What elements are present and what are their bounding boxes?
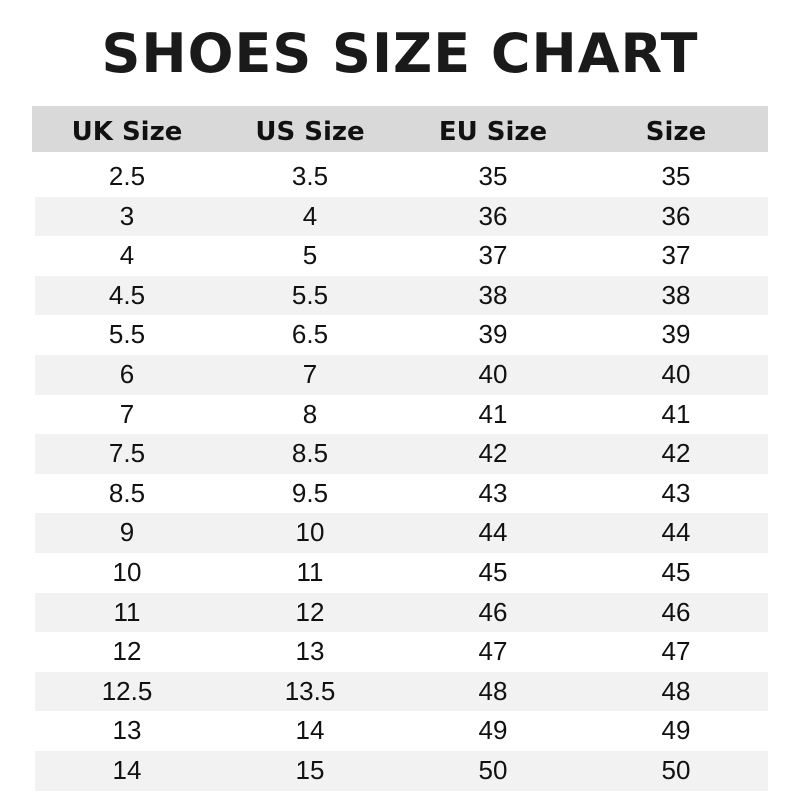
table-cell: 11 — [296, 557, 324, 587]
table-cell: 9 — [119, 517, 135, 548]
table-cell: 50 — [661, 755, 691, 785]
table-header: UK Size US Size EU Size Size — [32, 106, 768, 152]
table-row: 5.5 6.5 39 39 — [35, 315, 768, 355]
table-row: 6 7 40 40 — [35, 355, 768, 395]
table-cell: 4 — [302, 200, 318, 231]
table-cell: 36 — [478, 200, 508, 231]
table-cell: 37 — [661, 240, 691, 271]
table-row: 12 13 47 47 — [35, 632, 768, 672]
table-cell: 14 — [112, 755, 142, 785]
table-cell: 48 — [661, 675, 691, 706]
table-cell: 47 — [478, 636, 508, 667]
table-cell: 44 — [478, 517, 508, 548]
table-cell: 14 — [295, 715, 325, 746]
table-row: 13 14 49 49 — [35, 711, 768, 751]
table-cell: 38 — [661, 279, 691, 310]
table-cell: 46 — [478, 596, 508, 627]
table-row: 11 12 46 46 — [35, 592, 768, 633]
table-cell: 48 — [478, 675, 508, 706]
table-cell: 44 — [661, 517, 691, 548]
table-cell: 36 — [661, 200, 691, 231]
table-cell: 4 — [119, 240, 135, 271]
table-cell: 50 — [478, 755, 508, 785]
table-cell: 35 — [478, 161, 508, 191]
table-row: 3 4 36 36 — [35, 196, 768, 237]
table-cell: 5 — [302, 240, 318, 271]
table-cell: 12 — [112, 636, 142, 667]
table-row: 4.5 5.5 38 38 — [35, 275, 768, 316]
table-row: 2.5 3.5 35 35 — [35, 157, 768, 197]
table-cell: 3.5 — [291, 161, 329, 191]
table-cell: 7 — [302, 359, 318, 389]
table-cell: 42 — [478, 438, 508, 469]
column-header: Size — [645, 117, 707, 147]
table-cell: 8.5 — [291, 438, 329, 469]
table-cell: 38 — [478, 279, 508, 310]
table-cell: 10 — [295, 517, 325, 548]
table-cell: 8 — [302, 398, 318, 429]
table-cell: 40 — [478, 359, 508, 389]
table-cell: 40 — [661, 359, 691, 389]
table-cell: 13 — [295, 636, 325, 667]
table-row: 4 5 37 37 — [35, 236, 768, 276]
table-cell: 45 — [478, 557, 508, 587]
table-cell: 41 — [478, 398, 508, 429]
table-cell: 11 — [113, 596, 141, 627]
table-cell: 43 — [661, 477, 691, 508]
table-cell: 3 — [119, 200, 135, 231]
table-row: 9 10 44 44 — [35, 513, 768, 553]
table-cell: 39 — [661, 319, 691, 350]
table-cell: 49 — [661, 715, 691, 746]
table-cell: 46 — [661, 596, 691, 627]
page-title: SHOES SIZE CHART — [101, 22, 699, 85]
table-row: 12.5 13.5 48 48 — [35, 671, 768, 712]
table-row: 10 11 45 45 — [35, 553, 768, 593]
table-cell: 37 — [478, 240, 508, 271]
table-cell: 5.5 — [291, 279, 329, 310]
column-header: EU Size — [438, 117, 548, 147]
table-cell: 42 — [661, 438, 691, 469]
table-cell: 45 — [661, 557, 691, 587]
table-row: 7.5 8.5 42 42 — [35, 434, 768, 474]
table-cell: 49 — [478, 715, 508, 746]
table-cell: 15 — [295, 755, 325, 785]
table-row: 7 8 41 41 — [35, 395, 768, 435]
table-cell: 7 — [119, 398, 135, 429]
column-header: US Size — [255, 117, 365, 147]
table-cell: 13.5 — [284, 675, 336, 706]
table-cell: 39 — [478, 319, 508, 350]
table-row: 14 15 50 50 — [35, 751, 768, 791]
table-cell: 13 — [112, 715, 142, 746]
table-cell: 35 — [661, 161, 691, 191]
table-row: 8.5 9.5 43 43 — [35, 474, 768, 514]
table-cell: 8.5 — [108, 477, 146, 508]
table-cell: 47 — [661, 636, 691, 667]
table-cell: 6 — [119, 359, 135, 389]
column-header: UK Size — [71, 117, 183, 147]
table-cell: 5.5 — [108, 319, 146, 350]
table-cell: 4.5 — [108, 279, 146, 310]
table-cell: 10 — [112, 557, 142, 587]
table-cell: 2.5 — [108, 161, 146, 191]
table-cell: 9.5 — [291, 477, 329, 508]
table-cell: 6.5 — [291, 319, 329, 350]
table-cell: 12.5 — [101, 675, 153, 706]
table-cell: 41 — [661, 398, 691, 429]
table-cell: 43 — [478, 477, 508, 508]
table-cell: 12 — [295, 596, 325, 627]
table-cell: 7.5 — [108, 438, 146, 469]
